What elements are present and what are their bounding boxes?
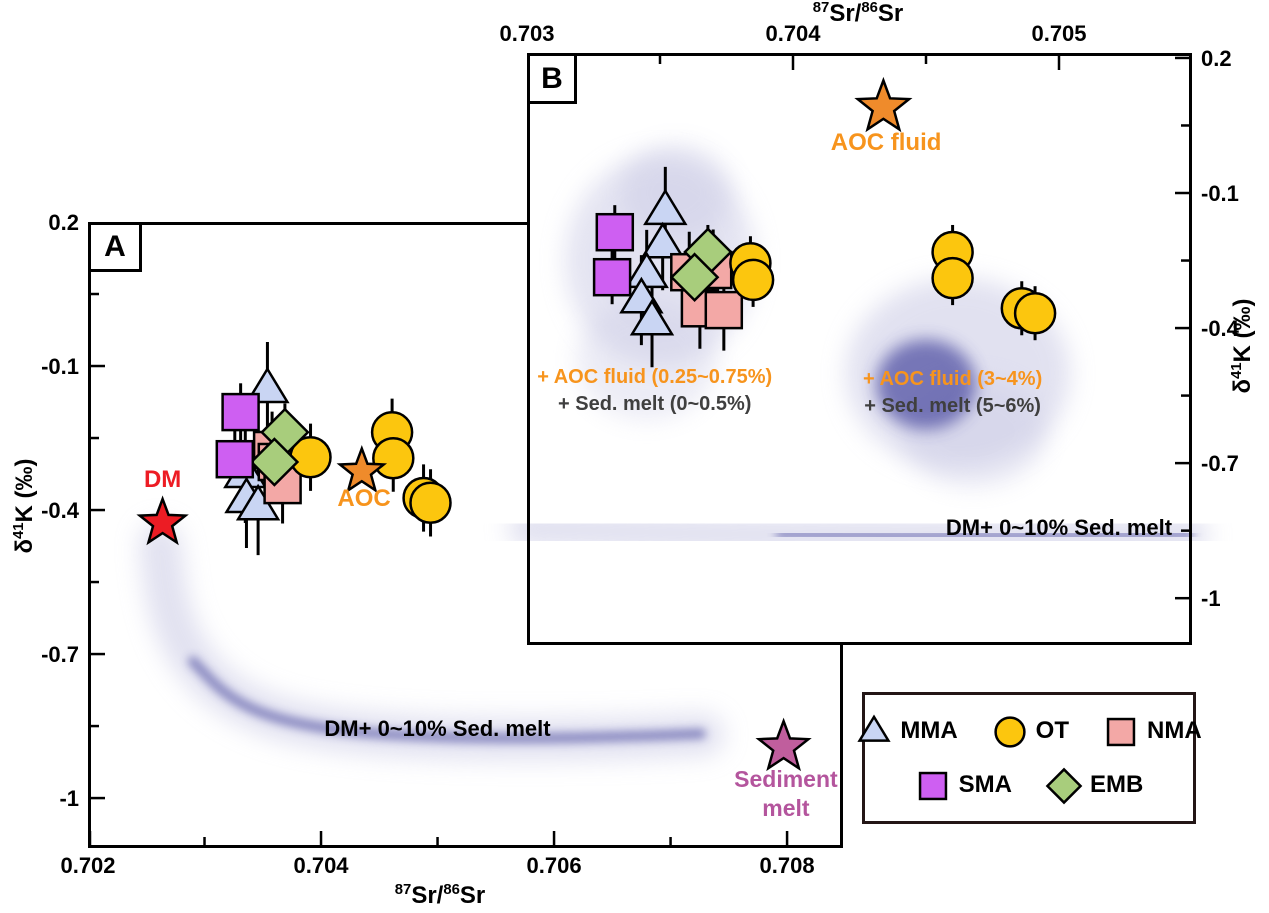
x-axis-title-b: 87Sr/86Sr [812, 0, 904, 27]
x-tick-label: 0.705 [1031, 21, 1086, 46]
legend-row-2: SMA EMB [865, 767, 1193, 804]
marker-ot [372, 436, 415, 480]
marker-sma [221, 392, 260, 432]
data-points [136, 366, 812, 772]
panel-border [527, 53, 1192, 645]
axis-ticks [527, 56, 1189, 600]
legend-label: NMA [1147, 717, 1202, 745]
panel-b-plot: 0.703 0.704 0.705 0.2 -0.1 -0.4 -0.7 -1 AOC flui… [499, 21, 1240, 645]
marker-ot [1013, 291, 1057, 335]
x-tick-label: 0.704 [765, 21, 821, 46]
y-axis-title-b: δ41K (‰) [1229, 298, 1256, 394]
legend-item-ot: OT [992, 714, 1069, 748]
legend-item-nma: NMA [1103, 714, 1202, 748]
legend-row-1: MMA OT NMA [857, 714, 1202, 748]
y-axis-title-a: δ41K (‰) [11, 458, 38, 554]
marker-ot [731, 258, 775, 302]
panel-b-letter: B [541, 61, 563, 95]
annotation-text: DM+ 0~10% Sed. melt [946, 515, 1173, 540]
y-tick-label: 0.2 [48, 210, 79, 235]
annotation-text: Sediment melt [734, 766, 838, 821]
panel-b-svg: 0.703 0.704 0.705 0.2 -0.1 -0.4 -0.7 -1 AOC flui… [499, 21, 1240, 645]
y-tick-label: -1 [1201, 586, 1221, 611]
panel-a-letter: A [104, 230, 126, 263]
reference-star-dm [136, 495, 189, 546]
legend-label: EMB [1090, 770, 1144, 798]
y-tick-label: -0.4 [41, 498, 80, 523]
y-tick-label: -0.1 [1201, 181, 1239, 206]
data-points [592, 76, 1057, 336]
legend-item-mma: MMA [856, 714, 958, 748]
reference-star-sediment-melt [755, 717, 812, 772]
marker-ot [409, 481, 452, 525]
x-tick-label: 0.708 [760, 853, 815, 878]
marker-mma [643, 188, 688, 226]
legend: MMA OT NMA SMA EMB [857, 692, 1202, 824]
y-tick-label: -0.7 [1201, 451, 1239, 476]
marker-ot [931, 256, 974, 300]
legend-item-sma: SMA [915, 768, 1012, 802]
marker-sma [595, 212, 635, 252]
y-tick-label: 0.2 [1201, 46, 1232, 71]
annotations: DM AOC Sediment melt DM+ 0~10% Sed. melt [144, 466, 838, 821]
x-tick-label: 0.704 [293, 853, 349, 878]
marker-mma [629, 298, 675, 336]
y-tick-label: -0.4 [1201, 316, 1240, 341]
marker-mma [640, 221, 685, 259]
annotations: AOC fluid + AOC fluid (0.25~0.75%) + Sed. … [537, 129, 1173, 540]
legend-marker-ot [994, 716, 1026, 748]
panel-a-letter-box: A [88, 222, 142, 272]
annotation-text: AOC [337, 485, 390, 512]
mma-symbol-icon [857, 714, 891, 743]
panel-b-letter-box: B [527, 53, 577, 104]
annotation-text: AOC fluid [831, 129, 942, 156]
annotation-text: DM [144, 466, 181, 493]
y-tick-label: -0.1 [41, 354, 79, 379]
legend-marker-nma [1106, 718, 1136, 747]
legend-marker-mma [857, 714, 891, 743]
marker-emb [249, 437, 300, 487]
marker-nma [704, 290, 744, 330]
legend-item-emb: EMB [1045, 767, 1144, 804]
y-tick-label: -0.7 [41, 642, 79, 667]
x-tick-label: 0.702 [60, 853, 115, 878]
tick-labels: 0.703 0.704 0.705 0.2 -0.1 -0.4 -0.7 -1 [499, 21, 1239, 611]
legend-marker-emb [1045, 767, 1083, 804]
legend-label: SMA [958, 770, 1012, 798]
marker-sma [592, 257, 632, 297]
y-tick-label: -1 [59, 786, 79, 811]
legend-label: OT [1035, 717, 1069, 745]
reference-star-aoc-fluid [854, 76, 913, 133]
annotation-text: + AOC fluid (0.25~0.75%) + Sed. melt (0~0… [537, 366, 772, 415]
annotation-text: + AOC fluid (3~4%) + Sed. melt (5~6%) [863, 368, 1042, 417]
x-axis-title-a: 87Sr/86Sr [394, 882, 486, 909]
x-tick-label: 0.703 [499, 21, 554, 46]
legend-label: MMA [900, 717, 958, 745]
legend-marker-sma [918, 771, 947, 800]
ot-symbol-icon [994, 716, 1026, 748]
annotation-text: DM+ 0~10% Sed. melt [324, 716, 551, 741]
nma-symbol-icon [1106, 718, 1136, 747]
density-cloud [139, 522, 725, 761]
emb-symbol-icon [1045, 767, 1083, 804]
marker-sma [215, 439, 255, 479]
marker-emb [669, 252, 720, 302]
sma-symbol-icon [918, 771, 947, 800]
x-tick-label: 0.706 [527, 853, 582, 878]
reference-star-aoc [336, 445, 388, 494]
tick-labels: 0.702 0.704 0.706 0.708 0.2 -0.1 -0.4 -0.7 -1 [41, 210, 815, 878]
